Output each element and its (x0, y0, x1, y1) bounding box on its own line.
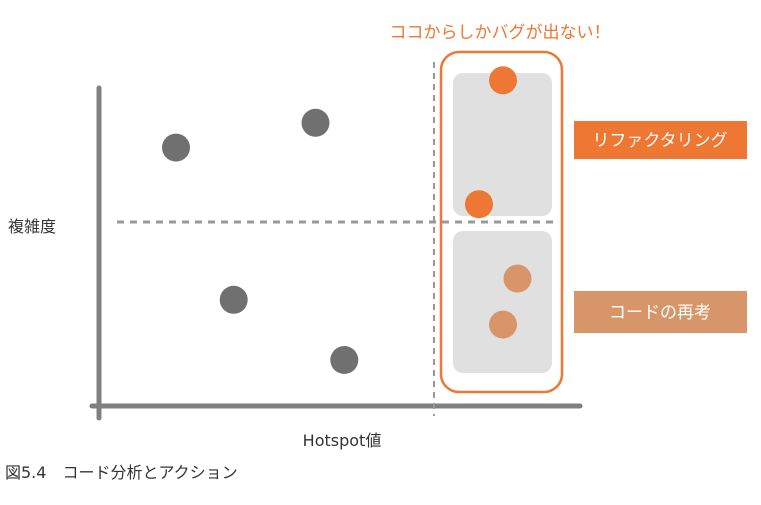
hotspot-point-reconsider-2 (489, 310, 517, 339)
data-point-1 (162, 133, 190, 162)
figure-caption: 図5.4 コード分析とアクション (5, 463, 238, 482)
hotspot-point-refactor-2 (465, 190, 493, 219)
data-point-2 (301, 108, 330, 137)
refactor-panel (453, 73, 552, 216)
data-point-4 (330, 346, 359, 374)
hotspot-point-reconsider-1 (503, 264, 532, 293)
hotspot-point-refactor-1 (489, 66, 517, 95)
refactor-label: リファクタリング (592, 131, 727, 151)
x-axis-label: Hotspot値 (303, 431, 382, 450)
data-point-3 (219, 285, 248, 314)
reconsider-label: コードの再考 (609, 303, 711, 323)
reconsider-panel (453, 231, 552, 373)
callout-text: ココからしかバグが出ない！ (390, 23, 611, 43)
points-layer (162, 66, 532, 374)
refactor-label-box (574, 121, 747, 159)
hotspot-region-outline (439, 50, 564, 394)
y-axis-label: 複雑度 (8, 217, 56, 236)
reconsider-label-box (574, 291, 747, 333)
